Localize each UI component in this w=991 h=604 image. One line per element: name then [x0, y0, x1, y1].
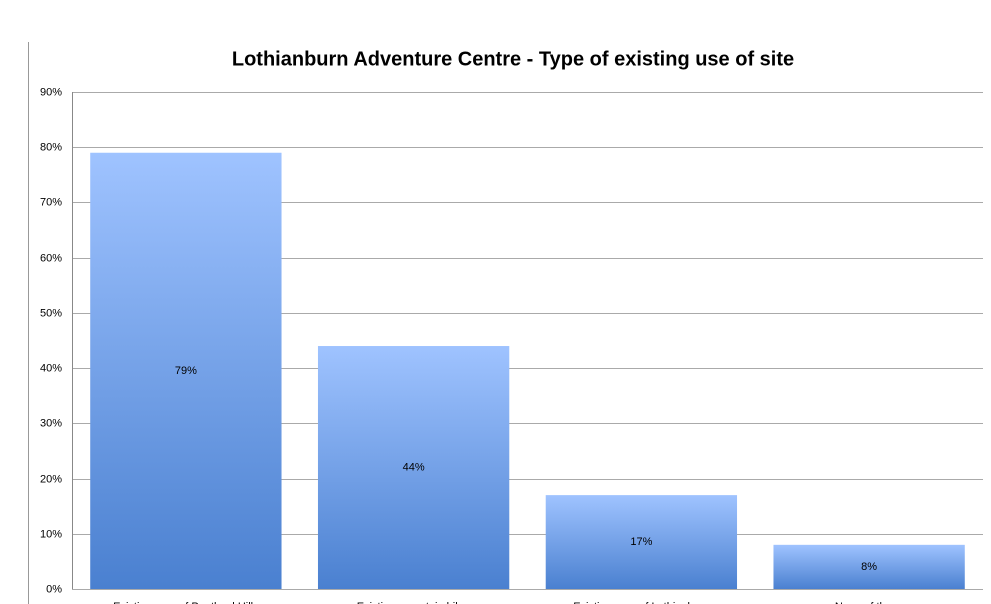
bar [317, 346, 510, 589]
y-tick-label: 90% [40, 86, 62, 98]
data-label: 17% [630, 536, 652, 548]
y-tick-label: 40% [40, 362, 62, 374]
x-tick-label: None of these [835, 601, 904, 604]
x-tick-label: Existing user of Pentland Hills [113, 601, 259, 604]
y-tick-label: 80% [40, 141, 62, 153]
y-tick-label: 30% [40, 417, 62, 429]
y-tick-label: 0% [46, 583, 62, 595]
chart-title: Lothianburn Adventure Centre - Type of e… [232, 48, 794, 70]
data-label: 8% [861, 561, 877, 573]
bar [773, 544, 965, 589]
bar [545, 495, 738, 589]
y-tick-label: 10% [40, 528, 62, 540]
bar [90, 152, 282, 589]
y-tick-label: 20% [40, 473, 62, 485]
y-tick-label: 60% [40, 252, 62, 264]
y-tick-label: 70% [40, 196, 62, 208]
y-tick-label: 50% [40, 307, 62, 319]
data-label: 79% [175, 365, 197, 377]
x-tick-label: Existing mountain biker [357, 601, 471, 604]
data-label: 44% [403, 461, 425, 473]
x-tick-label: Existing user of Lothianburn [573, 601, 709, 604]
